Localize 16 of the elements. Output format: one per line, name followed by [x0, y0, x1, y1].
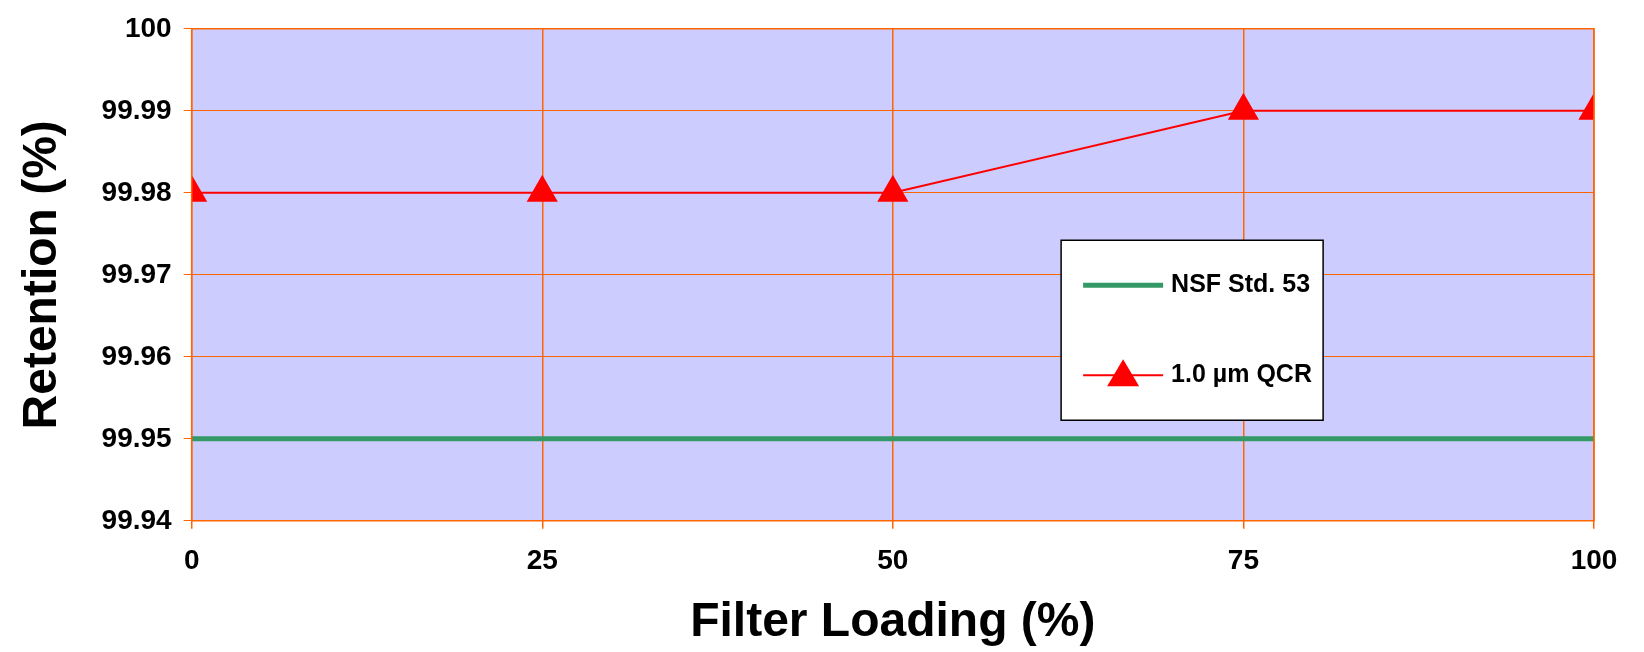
y-tick-label: 99.94 [101, 503, 173, 535]
legend-label: NSF Std. 53 [1171, 269, 1311, 298]
x-tick-label: 25 [526, 544, 558, 576]
y-tick-label: 100 [124, 11, 172, 43]
y-tick-label: 99.98 [101, 175, 172, 207]
x-axis-title: Filter Loading (%) [690, 593, 1096, 647]
y-tick-label: 99.99 [101, 93, 172, 125]
y-axis-title: Retention (%) [13, 120, 67, 430]
x-tick-label: 50 [877, 544, 909, 576]
x-tick-label: 75 [1227, 544, 1259, 576]
x-tick-label: 100 [1570, 544, 1618, 576]
y-tick-label: 99.97 [101, 257, 172, 289]
y-tick-label: 99.95 [101, 421, 172, 453]
y-tick-label: 99.96 [101, 339, 172, 371]
x-tick-label: 0 [183, 544, 200, 576]
legend-label: 1.0 µm QCR [1171, 359, 1312, 388]
